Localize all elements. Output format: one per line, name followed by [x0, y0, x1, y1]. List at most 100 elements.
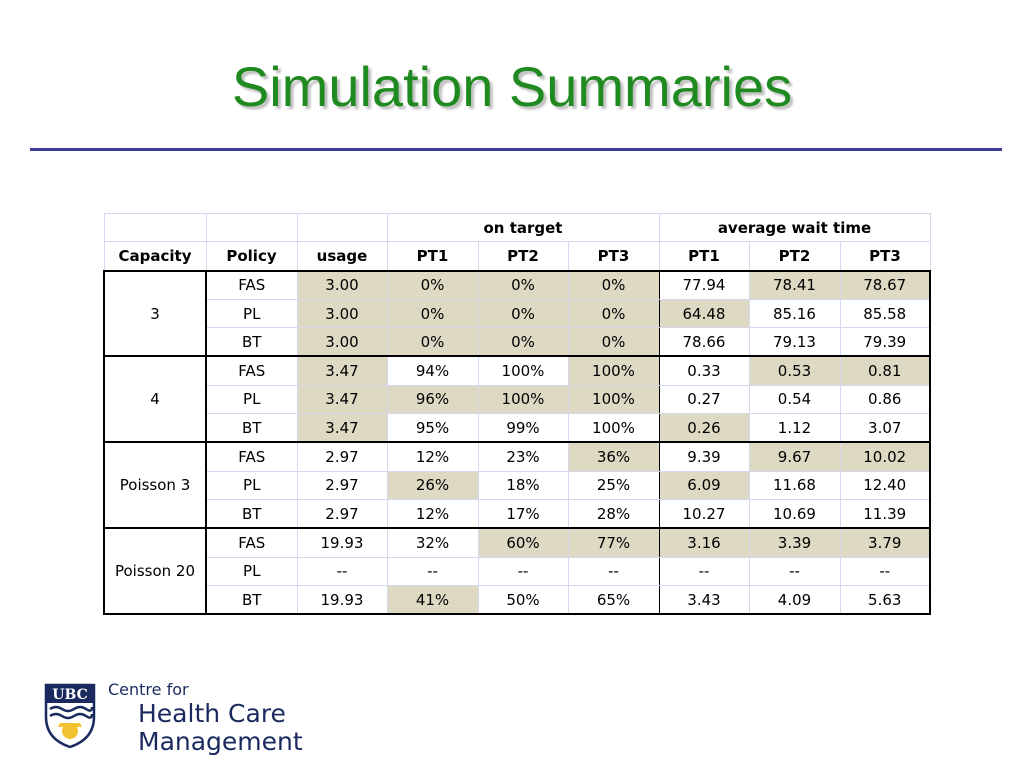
value-cell: 0% — [477, 327, 569, 358]
simulation-summary-table: on target average wait time Capacity Pol… — [103, 212, 931, 616]
value-cell: 3.16 — [658, 527, 750, 558]
value-cell: -- — [839, 556, 931, 586]
policy-cell: PL — [205, 556, 298, 586]
value-cell: 100% — [567, 355, 660, 386]
column-header: Policy — [205, 241, 298, 272]
value-cell: 6.09 — [658, 470, 750, 500]
value-cell: -- — [567, 556, 660, 586]
value-cell: 9.39 — [658, 441, 750, 472]
policy-cell: FAS — [205, 527, 298, 558]
logo-line-3: Management — [138, 727, 303, 756]
value-cell: 12% — [386, 498, 479, 530]
value-cell: 50% — [477, 584, 569, 616]
value-cell: 1.12 — [748, 413, 841, 444]
policy-cell: BT — [205, 413, 298, 444]
value-cell: 2.97 — [296, 441, 388, 472]
value-cell: 3.47 — [296, 384, 388, 415]
value-cell: 100% — [477, 355, 569, 386]
column-header: PT3 — [567, 241, 660, 272]
capacity-cell: 3 — [103, 269, 207, 358]
value-cell: 94% — [386, 355, 479, 386]
value-cell: 3.07 — [839, 413, 931, 444]
value-cell: 17% — [477, 498, 569, 530]
value-cell: 36% — [567, 441, 660, 472]
centre-logo-text: Centre for Health Care Management — [108, 680, 303, 756]
value-cell: 3.00 — [296, 298, 388, 329]
value-cell: 0% — [477, 269, 569, 300]
value-cell: 10.27 — [658, 498, 750, 530]
column-header: Capacity — [103, 241, 207, 272]
column-header: PT1 — [658, 241, 750, 272]
value-cell: 0% — [567, 298, 660, 329]
logo-line-2: Health Care — [138, 699, 286, 728]
policy-cell: BT — [205, 327, 298, 358]
value-cell: 19.93 — [296, 527, 388, 558]
value-cell: 12% — [386, 441, 479, 472]
value-cell: 25% — [567, 470, 660, 500]
value-cell: 78.66 — [658, 327, 750, 358]
value-cell: 100% — [477, 384, 569, 415]
value-cell: 18% — [477, 470, 569, 500]
table-row: 4 FAS 3.47 94% 100% 100% 0.33 0.53 0.81 — [103, 355, 931, 444]
value-cell: 0.54 — [748, 384, 841, 415]
policy-cell: PL — [205, 384, 298, 415]
slide-title: Simulation Summaries — [231, 55, 793, 118]
column-header: PT2 — [748, 241, 841, 272]
policy-cell: FAS — [205, 355, 298, 386]
value-cell: 79.13 — [748, 327, 841, 358]
table-row: PL 2.97 26% 18% 25% 6.09 11.68 12.40 — [104, 470, 931, 500]
value-cell: 0.81 — [839, 355, 931, 386]
ubc-crest-icon: UBC — [44, 683, 96, 749]
table-row: Poisson 20 FAS 19.93 32% 60% 77% 3.16 3.39 3.79 — [103, 527, 931, 616]
value-cell: 100% — [567, 384, 660, 415]
value-cell: 0.26 — [658, 413, 750, 444]
table-row: PL -- -- -- -- -- -- -- — [104, 556, 931, 586]
column-header-row: Capacity Policy usage PT1 PT2 PT3 PT1 PT… — [103, 241, 931, 272]
column-header: PT1 — [386, 241, 479, 272]
value-cell: 99% — [477, 413, 569, 444]
table-row: BT 3.00 0% 0% 0% 78.66 79.13 79.39 — [104, 327, 931, 358]
table-row: PL 3.47 96% 100% 100% 0.27 0.54 0.86 — [104, 384, 931, 415]
value-cell: 79.39 — [839, 327, 931, 358]
value-cell: 64.48 — [658, 298, 750, 329]
value-cell: 95% — [386, 413, 479, 444]
value-cell: 28% — [567, 498, 660, 530]
on-target-header: on target — [386, 212, 660, 243]
value-cell: -- — [296, 556, 388, 586]
policy-cell: PL — [205, 298, 298, 329]
value-cell: -- — [748, 556, 841, 586]
value-cell: 65% — [567, 584, 660, 616]
value-cell: 10.02 — [839, 441, 931, 472]
table-row: 3 FAS 3.00 0% 0% 0% 77.94 78.41 78.67 — [103, 269, 931, 358]
empty-header-cell — [296, 212, 388, 243]
value-cell: 0% — [386, 269, 479, 300]
capacity-cell: Poisson 20 — [103, 527, 207, 616]
capacity-cell: Poisson 3 — [103, 441, 207, 530]
table-row: BT 2.97 12% 17% 28% 10.27 10.69 11.39 — [104, 498, 931, 530]
value-cell: 5.63 — [839, 584, 931, 616]
value-cell: 77.94 — [658, 269, 750, 300]
policy-cell: BT — [205, 584, 298, 616]
policy-cell: BT — [205, 498, 298, 530]
value-cell: 0.33 — [658, 355, 750, 386]
value-cell: 100% — [567, 413, 660, 444]
value-cell: 85.58 — [839, 298, 931, 329]
value-cell: 0% — [567, 327, 660, 358]
average-wait-time-header: average wait time — [658, 212, 931, 243]
value-cell: 0.86 — [839, 384, 931, 415]
value-cell: 23% — [477, 441, 569, 472]
value-cell: 41% — [386, 584, 479, 616]
value-cell: 85.16 — [748, 298, 841, 329]
logo-line-1: Centre for — [108, 680, 189, 699]
table-row: Poisson 3 FAS 2.97 12% 23% 36% 9.39 9.67 10.02 — [103, 441, 931, 530]
value-cell: 3.00 — [296, 269, 388, 300]
policy-cell: PL — [205, 470, 298, 500]
policy-cell: FAS — [205, 441, 298, 472]
value-cell: 0.27 — [658, 384, 750, 415]
column-header: usage — [296, 241, 388, 272]
column-header: PT3 — [839, 241, 931, 272]
value-cell: 9.67 — [748, 441, 841, 472]
value-cell: 11.68 — [748, 470, 841, 500]
value-cell: 3.39 — [748, 527, 841, 558]
value-cell: 12.40 — [839, 470, 931, 500]
